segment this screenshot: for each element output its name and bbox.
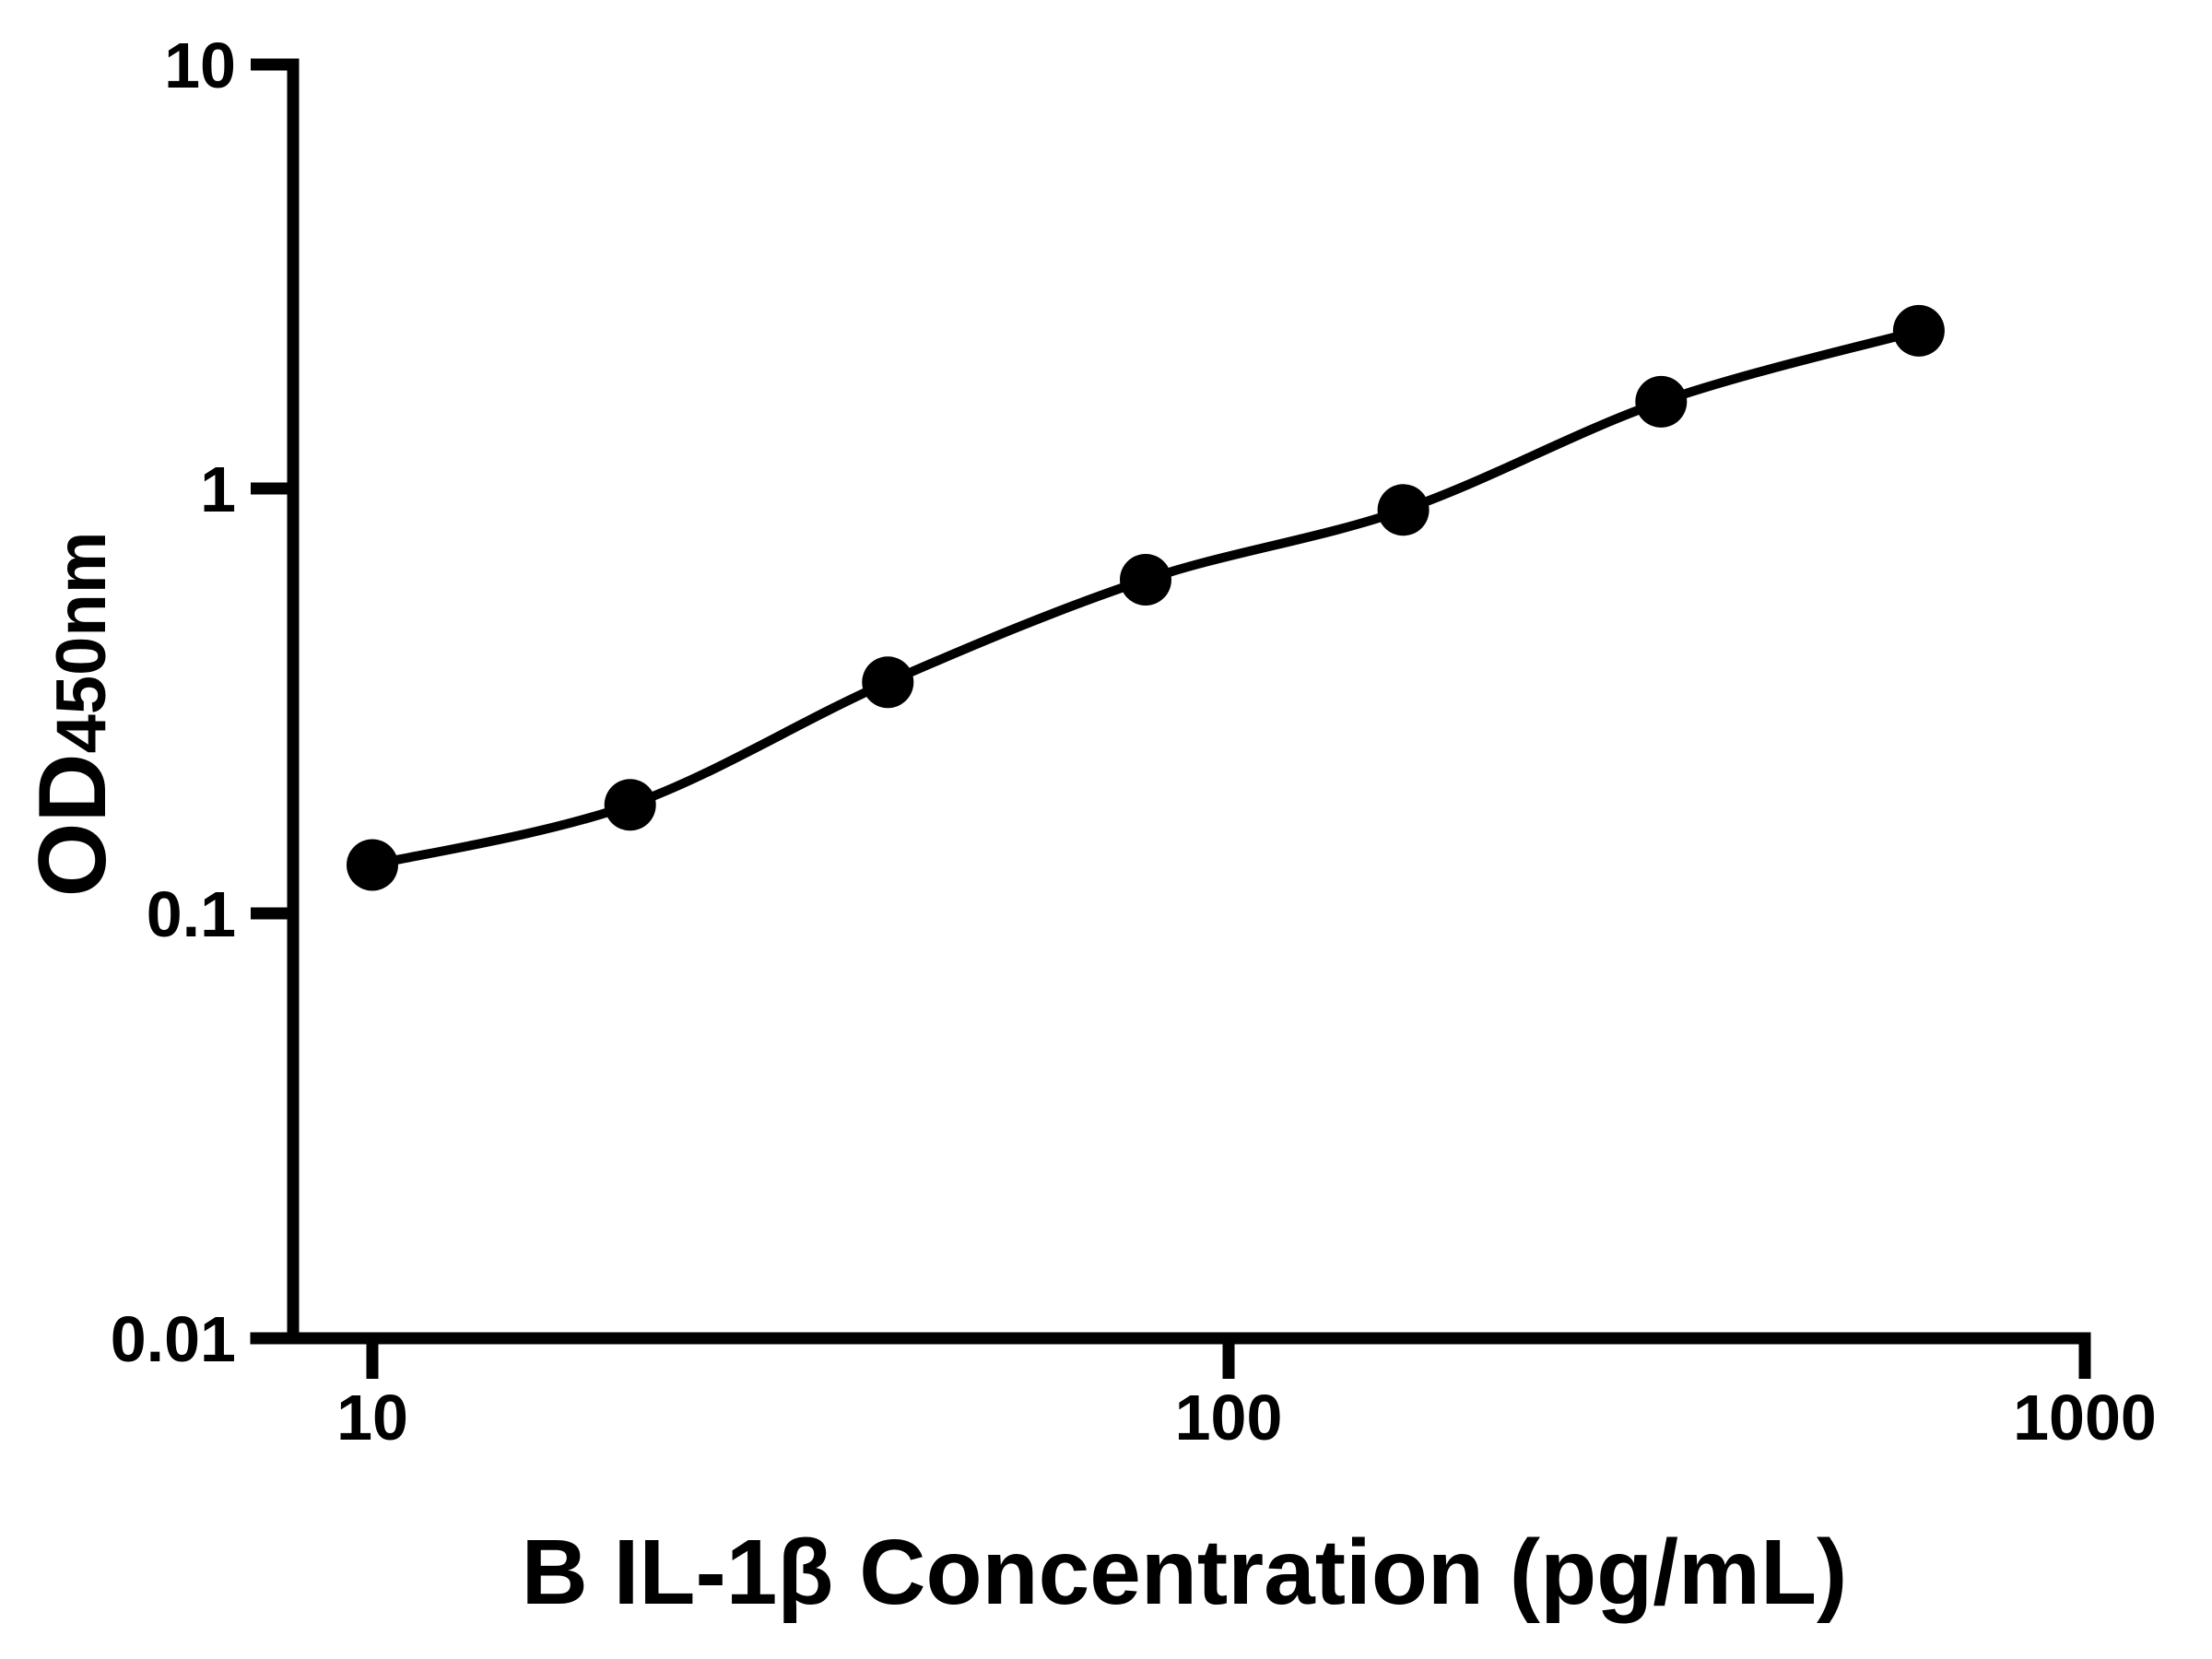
x-tick-label-100: 100: [1175, 1382, 1283, 1453]
y-axis-ticks: [251, 58, 293, 1345]
y-tick-label-0p1: 0.1: [147, 878, 236, 950]
series-layer: [347, 304, 1945, 891]
data-point-40: [862, 656, 914, 709]
y-axis-tick-labels: 10 1 0.1 0.01: [111, 29, 236, 1375]
y-axis-title: OD450nm: [19, 532, 126, 898]
data-point-20: [604, 779, 656, 831]
x-axis-ticks: [366, 1338, 2091, 1379]
x-axis-tick-labels: 10 100 1000: [336, 1382, 2157, 1453]
x-axis-title: B IL-1β Concentration (pg/mL): [522, 1521, 1848, 1624]
x-tick-label-10: 10: [336, 1382, 408, 1453]
x-tick-label-1000: 1000: [2013, 1382, 2157, 1453]
data-point-80: [1120, 554, 1171, 606]
data-point-160: [1377, 484, 1430, 536]
y-tick-label-10: 10: [164, 29, 236, 101]
y-axis-title-subscript: 450nm: [42, 532, 121, 754]
data-point-320: [1635, 375, 1688, 428]
y-axis-title-main: OD: [19, 753, 126, 897]
y-tick-label-1: 1: [200, 453, 236, 525]
y-tick-label-0p01: 0.01: [111, 1303, 236, 1375]
data-point-640: [1892, 304, 1945, 357]
data-point-10: [347, 839, 398, 891]
